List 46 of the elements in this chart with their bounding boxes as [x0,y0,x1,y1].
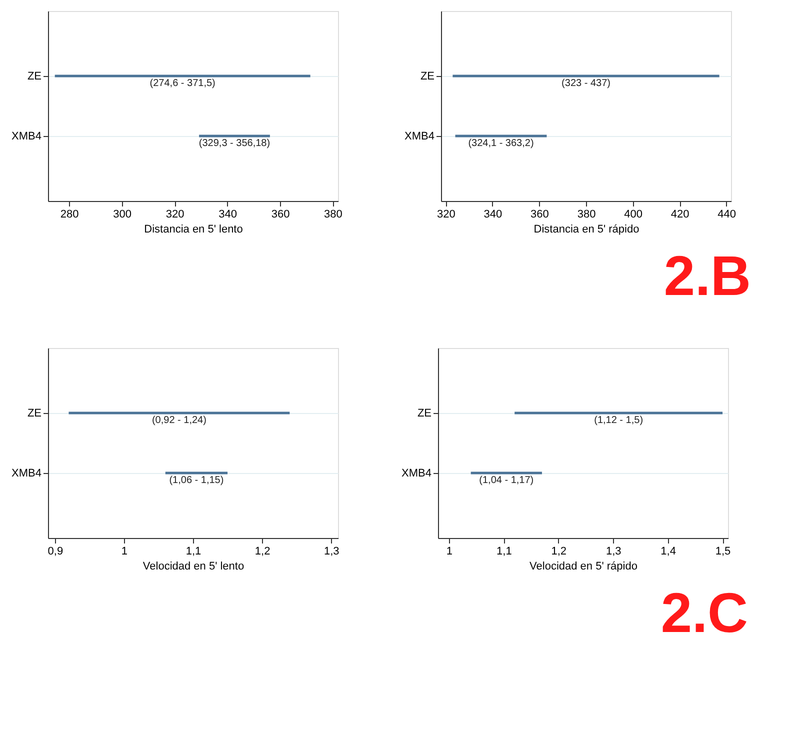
x-axis-title: Distancia en 5' lento [144,224,243,236]
data-label: (1,12 - 1,5) [594,415,644,426]
y-tick-label: XMB4 [402,468,432,480]
y-tick-label: XMB4 [12,468,42,480]
x-tick-label: 340 [218,208,237,220]
y-tick-label: ZE [27,408,42,420]
x-tick-label: 1,1 [496,546,512,558]
data-label: (1,06 - 1,15) [169,475,224,486]
x-tick-label: 440 [718,208,736,220]
y-tick-label: ZE [27,70,42,82]
x-tick-label: 1,2 [254,546,270,558]
x-tick-label: 420 [670,208,690,220]
x-tick-label: 1 [121,546,128,558]
x-tick-label: 380 [577,208,596,220]
text: 2.C [660,581,748,644]
x-tick-label: 380 [324,208,342,220]
x-tick-label: 360 [530,208,549,220]
x-tick-label: 320 [166,208,184,220]
y-tick-label: ZE [417,408,432,420]
x-tick-label: 1,4 [660,546,676,558]
y-tick-label: XMB4 [12,130,42,142]
text: 2.B [664,244,751,307]
y-tick-label: ZE [420,70,434,82]
x-tick-label: 1,3 [606,546,622,558]
x-tick-label: 320 [437,208,456,220]
x-axis-title: Velocidad en 5' rápido [530,560,638,572]
x-tick-label: 280 [60,208,79,220]
x-tick-label: 1,5 [715,546,731,558]
data-label: (324,1 - 363,2) [468,138,534,149]
x-tick-label: 1,3 [324,546,340,558]
data-label: (329,3 - 356,18) [198,138,270,149]
x-tick-label: 1 [446,546,453,558]
x-tick-label: 300 [113,208,132,220]
x-axis-title: Velocidad en 5' lento [142,560,244,572]
data-label: (323 - 437) [562,78,610,89]
x-axis-title: Distancia en 5' rápido [534,224,640,236]
x-tick-label: 340 [484,208,502,220]
x-tick-label: 360 [271,208,290,220]
data-label: (274,6 - 371,5) [150,78,216,89]
x-tick-label: 400 [624,208,642,220]
data-label: (0,92 - 1,24) [152,415,206,426]
x-tick-label: 1,1 [186,546,202,558]
y-tick-label: XMB4 [404,130,434,142]
x-tick-label: 1,2 [551,546,567,558]
data-label: (1,04 - 1,17) [479,475,534,486]
x-tick-label: 0,9 [48,546,64,558]
